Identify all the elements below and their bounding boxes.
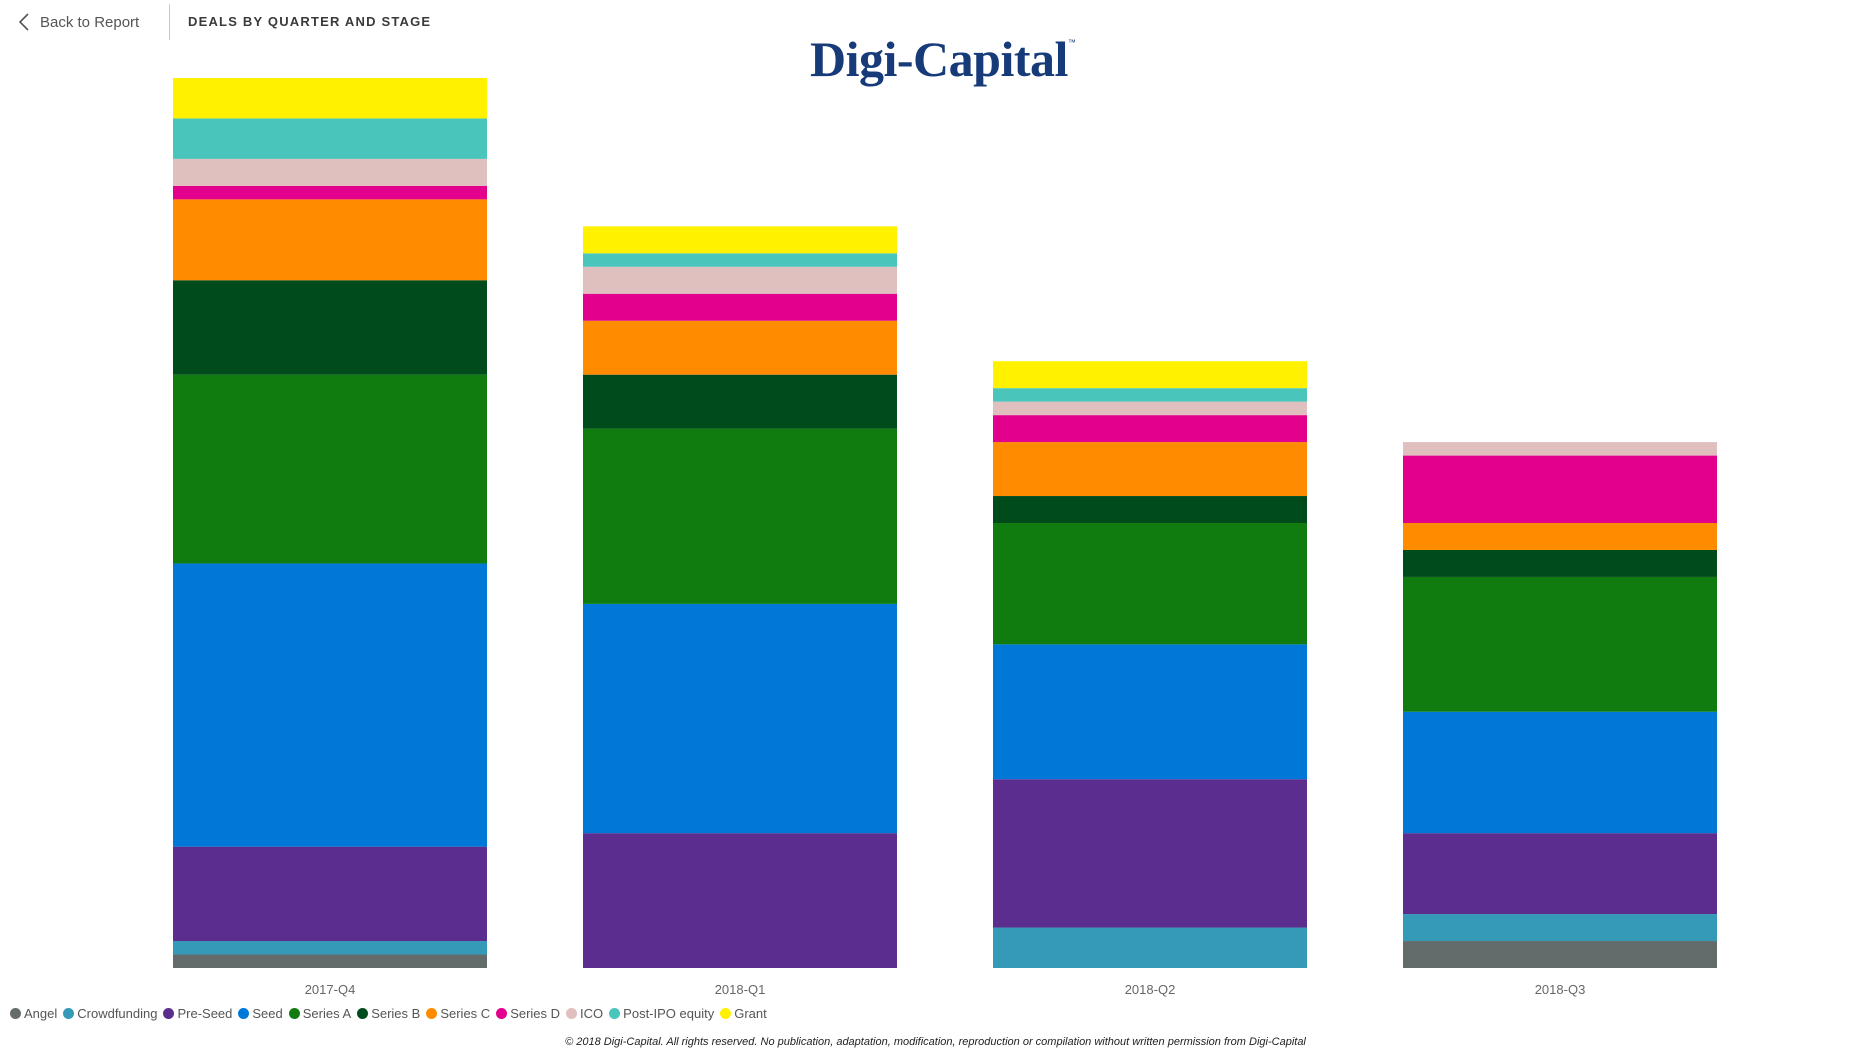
bar-segment-2018-q1-series-b[interactable] [583,374,897,429]
legend-label: Pre-Seed [177,1006,233,1021]
legend-dot-icon [163,1008,175,1019]
legend-item-series-c[interactable]: Series C [426,1006,490,1021]
legend-label: Series C [440,1006,491,1021]
bar-segment-2018-q1-grant[interactable] [583,226,897,254]
bar-segment-2018-q2-ico[interactable] [993,401,1307,416]
bar-segment-2018-q2-post-ipo-equity[interactable] [993,388,1307,402]
legend-dot-icon [609,1008,621,1019]
legend-item-ico[interactable]: ICO [566,1006,603,1021]
bar-segment-2017-q4-series-d[interactable] [173,185,487,200]
chart-legend: Angel Crowdfunding Pre-Seed Seed Series A Ser… [10,1006,773,1021]
page-title: DEALS BY QUARTER AND STAGE [188,14,432,29]
legend-label: Post-IPO equity [623,1006,715,1021]
top-bar: Back to Report DEALS BY QUARTER AND STAG… [0,0,600,40]
bar-segment-2017-q4-series-a[interactable] [173,374,487,564]
legend-dot-icon [63,1008,75,1019]
legend-label: Crowdfunding [77,1006,158,1021]
bar-segment-2017-q4-seed[interactable] [173,563,487,847]
logo-text: Digi-Capital [810,31,1068,87]
bar-segment-2018-q3-series-c[interactable] [1403,523,1717,550]
legend-dot-icon [566,1008,578,1019]
bar-segment-2018-q2-series-b[interactable] [993,496,1307,523]
back-to-report-button[interactable]: Back to Report [18,9,139,35]
bar-segment-2018-q2-series-a[interactable] [993,523,1307,645]
x-tick-label-2018-q1: 2018-Q1 [715,982,766,997]
legend-dot-icon [720,1008,732,1019]
bar-segment-2018-q1-seed[interactable] [583,603,897,834]
stacked-bar-chart: 2017-Q4 2018-Q1 2018-Q2 2018-Q3 [173,78,1717,997]
bar-segment-2018-q2-grant[interactable] [993,361,1307,389]
bar-segment-2017-q4-post-ipo-equity[interactable] [173,118,487,159]
bar-segment-2018-q3-seed[interactable] [1403,711,1717,834]
legend-item-series-d[interactable]: Series D [496,1006,560,1021]
legend-dot-icon [426,1008,438,1019]
bar-segment-2017-q4-series-c[interactable] [173,199,487,281]
bar-segment-2018-q3-series-d[interactable] [1403,455,1717,523]
bar-segment-2018-q2-seed[interactable] [993,644,1307,780]
legend-item-grant[interactable]: Grant [720,1006,767,1021]
back-to-report-label: Back to Report [40,13,140,31]
header-divider [169,4,170,40]
legend-item-series-a[interactable]: Series A [288,1006,352,1021]
bar-segment-2017-q4-series-b[interactable] [173,280,487,375]
legend-label: Series D [510,1006,561,1021]
legend-dot-icon [496,1008,508,1019]
bar-segment-2018-q3-pre-seed[interactable] [1403,833,1717,915]
legend-dot-icon [288,1008,300,1019]
legend-item-post-ipo-equity[interactable]: Post-IPO equity [609,1006,714,1021]
bar-segment-2018-q1-series-d[interactable] [583,293,897,321]
legend-dot-icon [238,1008,250,1019]
legend-label: Grant [734,1006,767,1021]
digi-capital-logo: Digi-Capital™ [810,30,1076,88]
bar-segment-2018-q3-angel[interactable] [1403,941,1717,968]
logo-trademark: ™ [1067,38,1076,47]
bar-segment-2017-q4-pre-seed[interactable] [173,846,487,942]
legend-item-crowdfunding[interactable]: Crowdfunding [63,1006,157,1021]
bar-segment-2017-q4-ico[interactable] [173,158,487,186]
legend-label: Series B [371,1006,421,1021]
copyright-footer: © 2018 Digi-Capital. All rights reserved… [565,1036,1306,1048]
x-tick-label-2017-q4: 2017-Q4 [305,982,356,997]
legend-label: Seed [252,1006,283,1021]
bar-segment-2018-q3-series-a[interactable] [1403,576,1717,712]
bar-segment-2018-q2-pre-seed[interactable] [993,779,1307,928]
bar-segment-2018-q1-post-ipo-equity[interactable] [583,253,897,267]
legend-item-angel[interactable]: Angel [10,1006,57,1021]
bar-segment-2017-q4-crowdfunding[interactable] [173,941,487,955]
bar-segment-2017-q4-grant[interactable] [173,78,487,119]
legend-item-pre-seed[interactable]: Pre-Seed [163,1006,232,1021]
legend-label: Series A [302,1006,352,1021]
bar-segment-2018-q2-crowdfunding[interactable] [993,927,1307,968]
legend-label: Angel [24,1006,58,1021]
x-tick-label-2018-q2: 2018-Q2 [1125,982,1176,997]
bar-segment-2018-q3-ico[interactable] [1403,442,1717,456]
legend-item-series-b[interactable]: Series B [357,1006,420,1021]
bar-segment-2018-q1-series-c[interactable] [583,320,897,375]
bar-segment-2018-q3-series-b[interactable] [1403,549,1717,577]
legend-dot-icon [10,1008,21,1019]
legend-dot-icon [357,1008,369,1019]
bar-segment-2018-q1-pre-seed[interactable] [583,833,897,968]
chevron-left-icon [18,11,32,33]
bar-segment-2018-q2-series-d[interactable] [993,415,1307,443]
legend-item-seed[interactable]: Seed [238,1006,283,1021]
bar-segment-2018-q2-series-c[interactable] [993,442,1307,497]
x-tick-label-2018-q3: 2018-Q3 [1535,982,1586,997]
legend-label: ICO [580,1006,604,1021]
bar-segment-2018-q3-crowdfunding[interactable] [1403,914,1717,942]
bar-segment-2018-q1-ico[interactable] [583,266,897,294]
bar-segment-2017-q4-angel[interactable] [173,954,487,968]
bar-segment-2018-q1-series-a[interactable] [583,428,897,604]
